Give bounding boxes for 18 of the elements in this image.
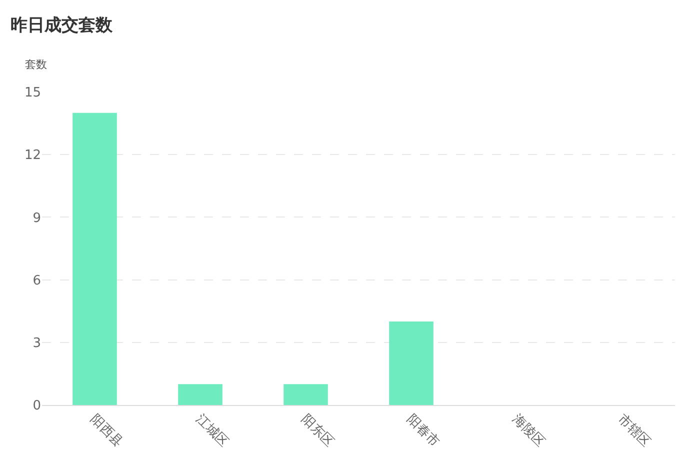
x-tick-label: 海陵区	[509, 412, 548, 450]
x-tick-label: 阳东区	[298, 412, 337, 450]
x-tick-label: 市辖区	[614, 412, 654, 450]
bar	[284, 384, 328, 405]
y-tick-label: 3	[32, 336, 41, 351]
y-tick-label: 6	[32, 273, 41, 288]
chart-title: 昨日成交套数	[10, 15, 114, 36]
bar	[72, 112, 117, 405]
x-tick-label: 阳春市	[404, 412, 442, 450]
x-tick-label: 阳西县	[87, 412, 126, 450]
y-tick-label: 12	[24, 148, 41, 164]
bar	[178, 384, 222, 405]
bar	[389, 322, 434, 405]
y-tick-label: 0	[32, 398, 41, 414]
y-tick-label: 15	[24, 86, 41, 101]
y-tick-label: 9	[32, 210, 41, 226]
y-axis-title: 套数	[25, 58, 47, 71]
x-tick-label: 江城区	[192, 412, 232, 450]
